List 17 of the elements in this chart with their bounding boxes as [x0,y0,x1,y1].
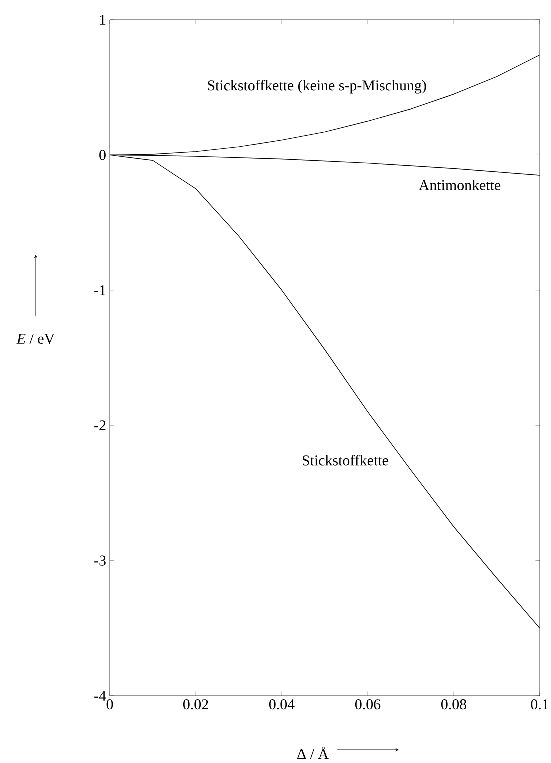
y-tick-label: 0 [100,150,106,160]
y-tick-label: -2 [94,420,106,431]
x-tick-label: 0.06 [355,700,381,710]
x-axis-title: Δ / Å [298,746,329,760]
x-tick-label: 0 [106,700,114,710]
x-tick-label: 0.02 [183,700,208,710]
y-axis-title: E / eV [16,334,55,344]
x-tick-label: 0.1 [531,700,548,710]
y-tick-label: -1 [94,285,106,296]
series-label: Antimonkette [419,180,501,190]
x-tick-label: 0.04 [269,700,295,710]
y-tick-label: -3 [94,556,106,566]
series-label: Stickstoffkette (keine s-p-Mischung) [208,80,426,94]
y-tick-label: -4 [94,691,106,701]
series-label: Stickstoffkette [303,455,388,466]
y-tick-label: 1 [100,15,106,25]
x-tick-label: 0.08 [441,700,467,710]
